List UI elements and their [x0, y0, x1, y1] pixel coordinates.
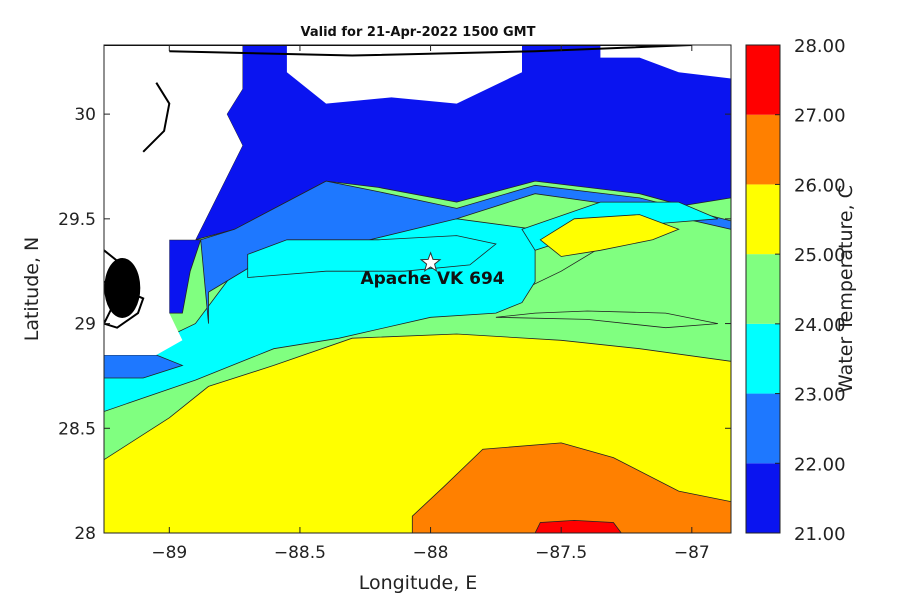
x-tick-label: −87: [674, 543, 710, 563]
chart-title: Valid for 21-Apr-2022 1500 GMT: [301, 25, 536, 40]
colorbar-tick-label: 23.00: [794, 385, 846, 406]
colorbar-segment-5: [746, 114, 780, 185]
colorbar-segment-0: [746, 463, 780, 533]
colorbar-tick-label: 26.00: [794, 175, 846, 196]
contour-region-24-25-10: [495, 310, 718, 329]
y-tick-label: 29: [74, 315, 96, 335]
colorbar: 21.00 22.00 23.00 24.00 25.00 26.00 27.00 28.00: [745, 36, 846, 545]
land-area-1: [286, 45, 522, 104]
coastline-1: [142, 82, 171, 153]
contour-region-22-23-4: [200, 180, 731, 324]
contour-region-25-26-9: [539, 214, 680, 257]
delta-marsh: [104, 257, 141, 318]
colorbar-segment-3: [746, 254, 780, 324]
colorbar-frame: [745, 44, 781, 534]
y-tick-label: 28: [74, 524, 96, 544]
plot-frame: [103, 44, 732, 534]
axes: −89 −88.5 −88 −87.5 −87 28 28.5 29 29.5 30: [58, 45, 731, 563]
plot-area: [104, 45, 731, 533]
colorbar-segment-4: [746, 184, 780, 255]
y-tick-label: 29.5: [58, 210, 96, 230]
station-star-icon: [419, 251, 442, 273]
x-tick-label: −88: [413, 543, 449, 563]
colorbar-tick-label: 24.00: [794, 315, 846, 336]
colorbar-tick-label: 27.00: [794, 106, 846, 127]
contour-region-27-28-12: [534, 519, 622, 533]
contour-region-26-27-11: [411, 442, 731, 533]
coastline-0: [104, 45, 692, 57]
x-axis-label: Longitude, E: [359, 572, 478, 594]
colorbar-tick-label: 25.00: [794, 245, 846, 266]
y-tick-label: 30: [74, 105, 96, 125]
land-mask: [104, 45, 731, 355]
colorbar-segment-2: [746, 323, 780, 394]
station-marker: Apache VK 694: [360, 251, 505, 289]
colorbar-label: Water Temperature, C: [835, 185, 857, 393]
land-area-2: [600, 45, 731, 79]
x-tick-label: −88.5: [274, 543, 326, 563]
y-axis-label: Latitude, N: [21, 237, 43, 342]
y-tick-label: 28.5: [58, 419, 96, 439]
colorbar-segment-1: [746, 393, 780, 464]
colorbar-tick-label: 28.00: [794, 36, 846, 57]
colorbar-tick-label: 22.00: [794, 454, 846, 475]
x-tick-label: −87.5: [535, 543, 587, 563]
x-tick-label: −89: [151, 543, 187, 563]
colorbar-segment-6: [746, 45, 780, 115]
colorbar-tick-label: 21.00: [794, 524, 846, 545]
station-label: Apache VK 694: [360, 269, 504, 289]
